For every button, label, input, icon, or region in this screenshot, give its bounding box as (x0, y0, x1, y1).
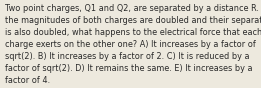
Text: Two point charges, Q1 and Q2, are separated by a distance R. If
the magnitudes o: Two point charges, Q1 and Q2, are separa… (5, 4, 261, 85)
